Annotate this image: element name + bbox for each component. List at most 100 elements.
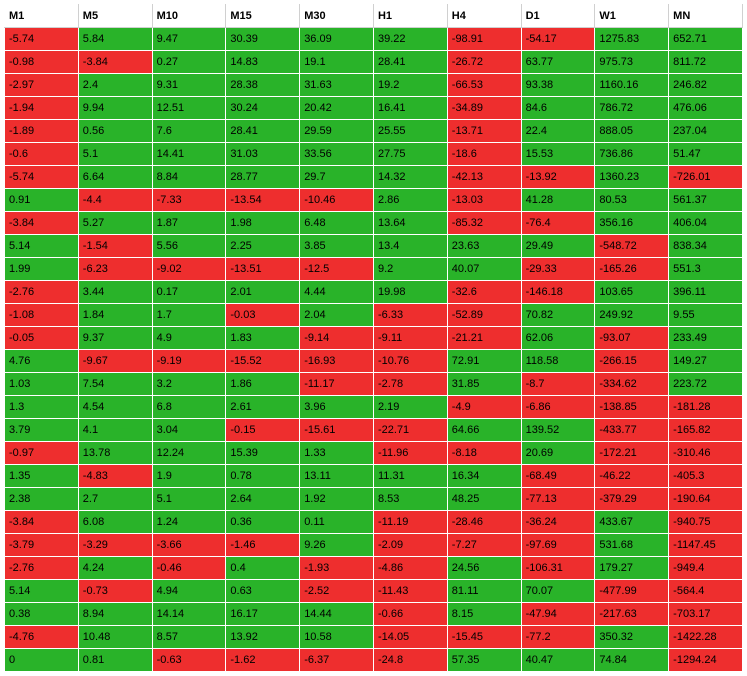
cell: 27.75 [373, 143, 447, 166]
table-row: -0.059.374.91.83-9.14-9.11-21.2162.06-93… [5, 327, 743, 350]
col-header-d1[interactable]: D1 [521, 5, 595, 28]
col-header-m5[interactable]: M5 [78, 5, 152, 28]
cell: -7.27 [447, 534, 521, 557]
cell: 1.3 [5, 396, 79, 419]
cell: 33.56 [300, 143, 374, 166]
table-row: -3.79-3.29-3.66-1.469.26-2.09-7.27-97.69… [5, 534, 743, 557]
cell: -2.76 [5, 281, 79, 304]
col-header-m1[interactable]: M1 [5, 5, 79, 28]
cell: -93.07 [595, 327, 669, 350]
cell: -3.79 [5, 534, 79, 557]
cell: 118.58 [521, 350, 595, 373]
cell: 1275.83 [595, 28, 669, 51]
cell: 19.1 [300, 51, 374, 74]
cell: 1.03 [5, 373, 79, 396]
table-row: -1.890.567.628.4129.5925.55-13.7122.4888… [5, 120, 743, 143]
col-header-m10[interactable]: M10 [152, 5, 226, 28]
cell: -726.01 [669, 166, 743, 189]
cell: -13.51 [226, 258, 300, 281]
cell: 9.31 [152, 74, 226, 97]
cell: 6.8 [152, 396, 226, 419]
cell: 149.27 [669, 350, 743, 373]
cell: -146.18 [521, 281, 595, 304]
cell: 5.1 [152, 488, 226, 511]
cell: 41.28 [521, 189, 595, 212]
cell: -940.75 [669, 511, 743, 534]
cell: 28.41 [226, 120, 300, 143]
cell: -1.89 [5, 120, 79, 143]
col-header-w1[interactable]: W1 [595, 5, 669, 28]
cell: -3.84 [78, 51, 152, 74]
cell: -217.63 [595, 603, 669, 626]
cell: -405.3 [669, 465, 743, 488]
cell: 23.63 [447, 235, 521, 258]
cell: 62.06 [521, 327, 595, 350]
cell: 1.99 [5, 258, 79, 281]
col-header-m30[interactable]: M30 [300, 5, 374, 28]
table-row: -5.746.648.8428.7729.714.32-42.13-13.921… [5, 166, 743, 189]
cell: -24.8 [373, 649, 447, 672]
table-row: 1.35-4.831.90.7813.1111.3116.34-68.49-46… [5, 465, 743, 488]
table-row: -2.763.440.172.014.4419.98-32.6-146.1810… [5, 281, 743, 304]
cell: 81.11 [447, 580, 521, 603]
cell: 2.61 [226, 396, 300, 419]
cell: -548.72 [595, 235, 669, 258]
cell: 1.7 [152, 304, 226, 327]
cell: 4.1 [78, 419, 152, 442]
cell: 4.9 [152, 327, 226, 350]
cell: 28.41 [373, 51, 447, 74]
cell: -4.86 [373, 557, 447, 580]
cell: 838.34 [669, 235, 743, 258]
cell: 0.91 [5, 189, 79, 212]
cell: 1.35 [5, 465, 79, 488]
cell: -26.72 [447, 51, 521, 74]
table-row: 4.76-9.67-9.19-15.52-16.93-10.7672.91118… [5, 350, 743, 373]
cell: 1.98 [226, 212, 300, 235]
cell: 13.64 [373, 212, 447, 235]
col-header-h4[interactable]: H4 [447, 5, 521, 28]
cell: 396.11 [669, 281, 743, 304]
cell: 8.53 [373, 488, 447, 511]
cell: 51.47 [669, 143, 743, 166]
col-header-m15[interactable]: M15 [226, 5, 300, 28]
col-header-h1[interactable]: H1 [373, 5, 447, 28]
cell: 0.11 [300, 511, 374, 534]
cell: 1.83 [226, 327, 300, 350]
cell: 14.83 [226, 51, 300, 74]
cell: 551.3 [669, 258, 743, 281]
cell: -334.62 [595, 373, 669, 396]
cell: 14.14 [152, 603, 226, 626]
cell: -13.71 [447, 120, 521, 143]
cell: -9.19 [152, 350, 226, 373]
cell: -46.22 [595, 465, 669, 488]
table-row: -5.745.849.4730.3936.0939.22-98.91-54.17… [5, 28, 743, 51]
cell: -9.11 [373, 327, 447, 350]
cell: -2.97 [5, 74, 79, 97]
cell: 786.72 [595, 97, 669, 120]
cell: -66.53 [447, 74, 521, 97]
cell: 0.63 [226, 580, 300, 603]
cell: -21.21 [447, 327, 521, 350]
cell: 9.47 [152, 28, 226, 51]
table-row: -4.7610.488.5713.9210.58-14.05-15.45-77.… [5, 626, 743, 649]
cell: 80.53 [595, 189, 669, 212]
col-header-mn[interactable]: MN [669, 5, 743, 28]
cell: 2.4 [78, 74, 152, 97]
cell: -0.46 [152, 557, 226, 580]
cell: 0.17 [152, 281, 226, 304]
cell: -0.63 [152, 649, 226, 672]
cell: 406.04 [669, 212, 743, 235]
cell: -68.49 [521, 465, 595, 488]
cell: 5.84 [78, 28, 152, 51]
cell: -28.46 [447, 511, 521, 534]
cell: 0.56 [78, 120, 152, 143]
cell: 4.44 [300, 281, 374, 304]
cell: -3.66 [152, 534, 226, 557]
cell: 7.6 [152, 120, 226, 143]
cell: -949.4 [669, 557, 743, 580]
cell: 5.1 [78, 143, 152, 166]
cell: -11.17 [300, 373, 374, 396]
cell: -703.17 [669, 603, 743, 626]
cell: 9.55 [669, 304, 743, 327]
cell: 72.91 [447, 350, 521, 373]
